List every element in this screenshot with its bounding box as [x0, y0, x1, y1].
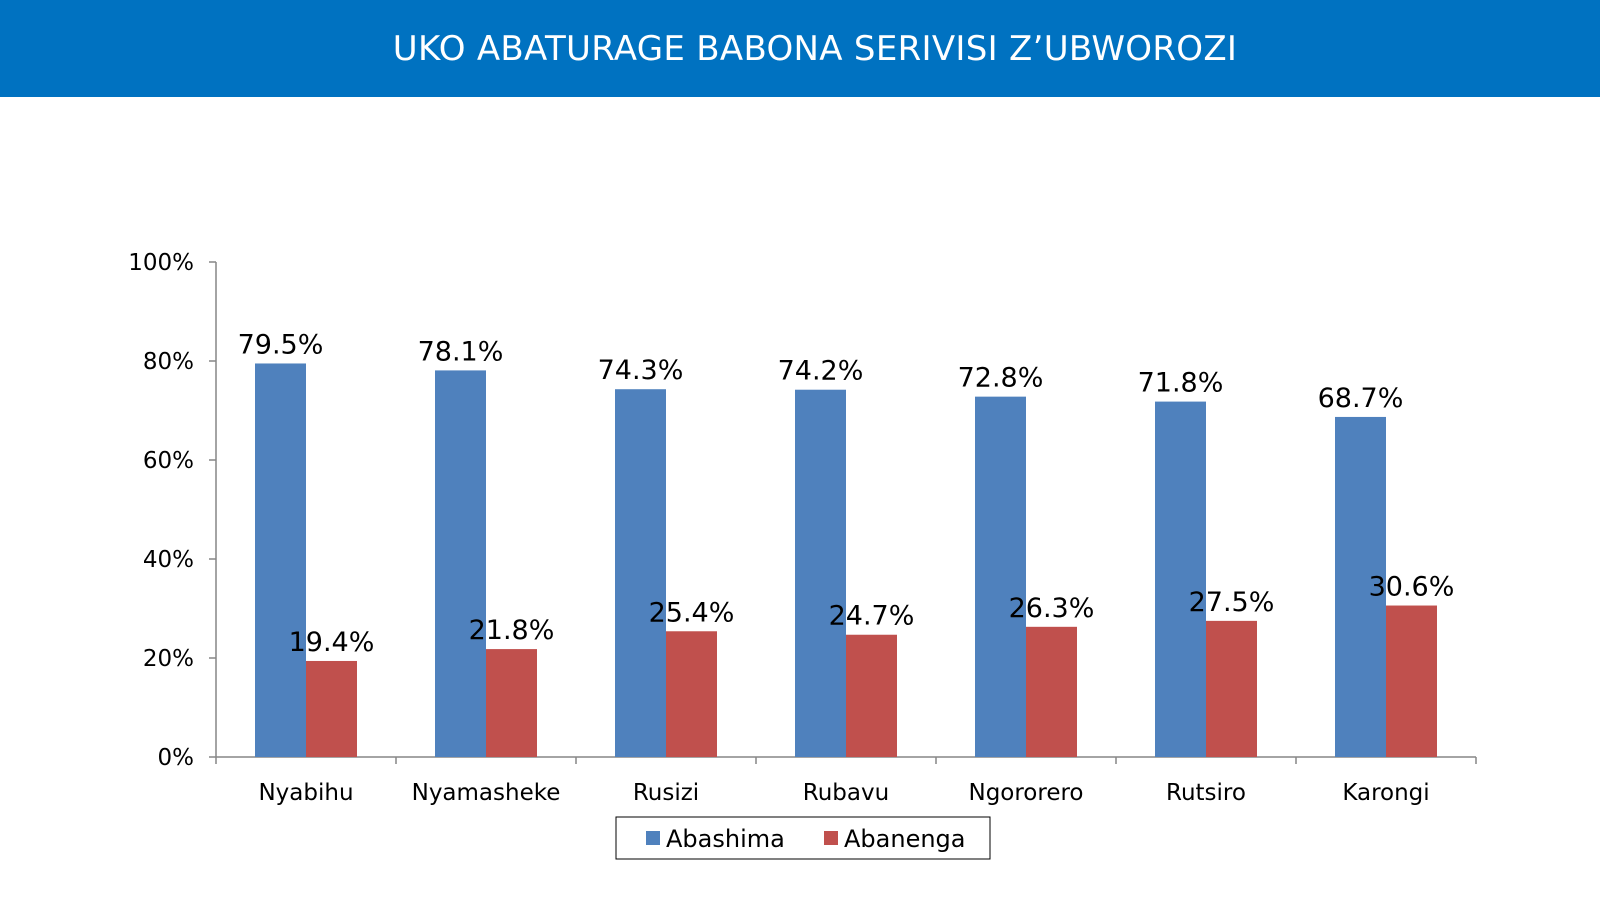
bar-abanenga-nyabihu — [306, 660, 357, 757]
data-label-abashima-nyabihu: 79.5% — [238, 329, 324, 360]
bar-abashima-ngororero — [975, 396, 1026, 757]
data-label-abanenga-rubavu: 24.7% — [829, 601, 915, 632]
y-tick-label: 40% — [143, 547, 194, 573]
data-label-abashima-ngororero: 72.8% — [958, 363, 1044, 394]
y-tick-label: 80% — [143, 349, 194, 375]
legend-label-abashima: Abashima — [666, 825, 785, 853]
data-label-abashima-karongi: 68.7% — [1318, 383, 1404, 414]
bar-abanenga-rubavu — [846, 634, 897, 757]
category-label-rutsiro: Rutsiro — [1166, 780, 1246, 806]
x-axis: Nyabihu Nyamasheke Rusizi Rubavu Ngororero Ru… — [215, 756, 1477, 806]
data-label-abanenga-rusizi: 25.4% — [649, 597, 735, 628]
category-label-rubavu: Rubavu — [803, 780, 889, 806]
category-label-nyamasheke: Nyamasheke — [412, 780, 561, 806]
chart-title: UKO ABATURAGE BABONA SERIVISI Z’UBWOROZI — [392, 28, 1238, 69]
bar-abashima-nyabihu — [255, 363, 306, 757]
bar-abanenga-rutsiro — [1206, 620, 1257, 757]
data-labels: 79.5% 19.4% 78.1% 21.8% 74.3% 25.4% 74.2% 24.7%… — [238, 329, 1455, 657]
legend-label-abanenga: Abanenga — [844, 825, 966, 853]
data-label-abanenga-nyamasheke: 21.8% — [469, 615, 555, 646]
bar-abashima-rutsiro — [1155, 401, 1206, 757]
category-label-karongi: Karongi — [1342, 780, 1429, 806]
data-label-abashima-rubavu: 74.2% — [778, 356, 864, 387]
category-label-rusizi: Rusizi — [633, 780, 699, 806]
data-label-abashima-rusizi: 74.3% — [598, 355, 684, 386]
data-label-abanenga-rutsiro: 27.5% — [1189, 587, 1275, 618]
legend-swatch-abanenga — [824, 831, 838, 845]
y-tick-label: 100% — [128, 250, 194, 276]
legend: Abashima Abanenga — [615, 816, 991, 860]
bar-abashima-rubavu — [795, 389, 846, 757]
title-banner: UKO ABATURAGE BABONA SERIVISI Z’UBWOROZI — [0, 0, 1600, 97]
data-label-abanenga-ngororero: 26.3% — [1009, 593, 1095, 624]
bar-abashima-karongi — [1335, 416, 1386, 757]
bar-abashima-nyamasheke — [435, 370, 486, 757]
bars — [255, 363, 1437, 757]
legend-swatch-abashima — [646, 831, 660, 845]
bar-abanenga-rusizi — [666, 631, 717, 757]
bar-abanenga-karongi — [1386, 605, 1437, 757]
data-label-abashima-nyamasheke: 78.1% — [418, 336, 504, 367]
y-tick-label: 60% — [143, 448, 194, 474]
data-label-abashima-rutsiro: 71.8% — [1138, 368, 1224, 399]
category-label-nyabihu: Nyabihu — [258, 780, 353, 806]
y-tick-label: 20% — [143, 646, 194, 672]
bar-abanenga-nyamasheke — [486, 649, 537, 757]
legend-box — [615, 816, 991, 860]
y-axis: 0% 20% 40% 60% 80% 100% — [128, 250, 217, 771]
y-tick-label: 0% — [158, 745, 195, 771]
category-label-ngororero: Ngororero — [968, 780, 1083, 806]
data-label-abanenga-nyabihu: 19.4% — [289, 627, 375, 658]
bar-abanenga-ngororero — [1026, 626, 1077, 757]
bar-abashima-rusizi — [615, 389, 666, 757]
data-label-abanenga-karongi: 30.6% — [1369, 572, 1455, 603]
